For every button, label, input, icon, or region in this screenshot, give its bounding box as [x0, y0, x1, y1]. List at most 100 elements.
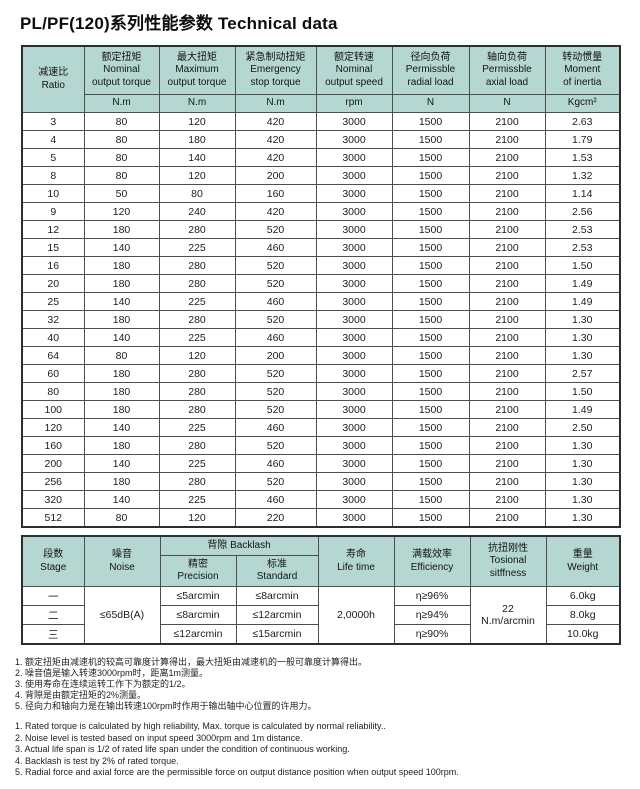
header-label-en: output torque — [167, 76, 227, 88]
data-value: 50 — [83, 184, 160, 203]
header-label-en: Emergency — [250, 64, 301, 76]
data-value: 460 — [234, 292, 317, 311]
footnote-line: 1. 额定扭矩由减速机的较高可靠度计算得出，最大扭矩由减速机的一般可靠度计算得出… — [15, 657, 368, 667]
data-value: 140 — [83, 328, 160, 347]
data-value: 520 — [234, 310, 317, 329]
data-value: 200 — [234, 166, 317, 185]
data-value: 3000 — [315, 436, 393, 455]
data-value: 180 — [83, 400, 160, 419]
data-value: 1.32 — [544, 166, 621, 185]
data-value: 280 — [158, 472, 236, 491]
header-label-en: Standard — [256, 571, 298, 582]
data-value: 2100 — [468, 400, 546, 419]
unit-cell: rpm — [315, 94, 393, 113]
data-value: 2100 — [468, 148, 546, 167]
table-row: 80 180 280 520 3000 1500 2100 1.50 — [21, 382, 621, 401]
data-value: 2100 — [468, 490, 546, 509]
data-value: 1.79 — [544, 130, 621, 149]
ratio-value: 160 — [21, 436, 85, 455]
footnote-line: 4. Backlash is test by 2% of rated torqu… — [15, 755, 179, 766]
col-header-stage: 段数 Stage — [21, 535, 85, 587]
col-header-nominal-output-speed: 额定转速 Nominal output speed — [315, 45, 393, 95]
table-row: 200 140 225 460 3000 1500 2100 1.30 — [21, 454, 621, 473]
data-value: 420 — [234, 202, 317, 221]
data-value: 460 — [234, 328, 317, 347]
data-value: 2100 — [468, 256, 546, 275]
footnote-line: 3. Actual life span is 1/2 of rated life… — [15, 744, 350, 754]
data-value: 140 — [83, 292, 160, 311]
data-value: 1.49 — [544, 274, 621, 293]
col-header-nominal-output-torque: 额定扭矩 Nominal output torque — [83, 45, 160, 95]
header-label-en: axial load — [485, 76, 529, 88]
data-value: 1500 — [391, 490, 470, 509]
header-label-zh: 寿命 — [346, 549, 366, 560]
data-value: 3000 — [315, 238, 393, 257]
header-label-zh: 满载效率 — [412, 549, 452, 560]
technical-table-body: 3 80 120 420 3000 1500 2100 2.63 4 80 180 420 3000 15… — [21, 112, 621, 528]
table-row: 100 180 280 520 3000 1500 2100 1.49 — [21, 400, 621, 419]
header-label-en: stop torque — [250, 76, 301, 88]
header-label-zh: 轴向负荷 — [487, 51, 527, 63]
data-value: 2100 — [468, 364, 546, 383]
spec-row-stage-3: 三 ≤12arcmin ≤15arcmin η≥90% 10.0kg — [21, 624, 621, 645]
header-label-en: output torque — [92, 76, 151, 88]
table-row: 120 140 225 460 3000 1500 2100 2.50 — [21, 418, 621, 437]
data-value: 280 — [158, 310, 236, 329]
data-value: 180 — [83, 310, 160, 329]
data-value: 1500 — [391, 220, 470, 239]
table-row: 25 140 225 460 3000 1500 2100 1.49 — [21, 292, 621, 311]
ratio-value: 60 — [21, 364, 85, 383]
torsional-stiffness-value: 22 N.m/arcmin — [469, 586, 547, 645]
header-label-en: Nominal — [335, 64, 373, 76]
data-value: 140 — [83, 490, 160, 509]
data-value: 1.30 — [544, 346, 621, 365]
standard-backlash-value: ≤8arcmin — [235, 586, 319, 606]
data-value: 1.50 — [544, 256, 621, 275]
data-value: 2.56 — [544, 202, 621, 221]
data-value: 140 — [158, 148, 236, 167]
precision-backlash-value: ≤5arcmin — [159, 586, 237, 606]
ratio-value: 64 — [21, 346, 85, 365]
header-label-zh: 抗扭刚性 — [488, 542, 528, 554]
data-value: 520 — [234, 364, 317, 383]
noise-value: ≤65dB(A) — [83, 586, 161, 645]
data-value: 80 — [83, 112, 160, 131]
efficiency-value: η≥90% — [393, 624, 471, 645]
table-row: 12 180 280 520 3000 1500 2100 2.53 — [21, 220, 621, 239]
ratio-value: 512 — [21, 508, 85, 528]
unit-cell: N.m — [158, 94, 236, 113]
data-value: 1500 — [391, 436, 470, 455]
data-value: 460 — [234, 238, 317, 257]
data-value: 1500 — [391, 238, 470, 257]
standard-backlash-value: ≤12arcmin — [235, 605, 319, 625]
data-value: 2100 — [468, 328, 546, 347]
data-value: 240 — [158, 202, 236, 221]
data-value: 200 — [234, 346, 317, 365]
data-value: 225 — [158, 418, 236, 437]
data-value: 460 — [234, 490, 317, 509]
data-value: 1.30 — [544, 454, 621, 473]
data-value: 2100 — [468, 238, 546, 257]
efficiency-value: η≥94% — [393, 605, 471, 625]
footnotes-en: 1. Rated torque is calculated by high re… — [15, 721, 640, 779]
ratio-value: 32 — [21, 310, 85, 329]
data-value: 1.30 — [544, 508, 621, 528]
data-value: 2100 — [468, 184, 546, 203]
col-header-standard: 标准 Standard — [235, 555, 319, 587]
data-value: 1.53 — [544, 148, 621, 167]
weight-value: 6.0kg — [545, 586, 621, 606]
data-value: 1.50 — [544, 382, 621, 401]
header-label-zh: 紧急制动扭矩 — [245, 51, 306, 63]
data-value: 520 — [234, 472, 317, 491]
header-label-zh: 背隙 — [207, 539, 228, 551]
data-value: 1500 — [391, 112, 470, 131]
header-label-en: Weight — [567, 561, 599, 573]
table-row: 20 180 280 520 3000 1500 2100 1.49 — [21, 274, 621, 293]
data-value: 2100 — [468, 346, 546, 365]
ratio-value: 16 — [21, 256, 85, 275]
col-header-maximum-output-torque: 最大扭矩 Maximum output torque — [158, 45, 236, 95]
data-value: 2100 — [468, 310, 546, 329]
header-label-en: Noise — [109, 561, 135, 573]
unit-cell: N — [391, 94, 470, 113]
page-title: PL/PF(120)系列性能参数 Technical data — [20, 14, 338, 33]
